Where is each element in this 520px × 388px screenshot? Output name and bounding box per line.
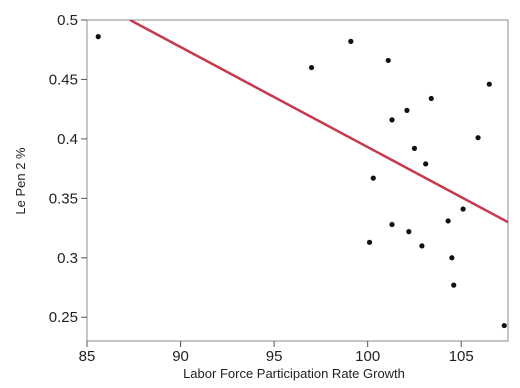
y-tick-label: 0.25 [49,309,78,326]
data-point [389,221,395,228]
data-point [411,145,418,151]
x-axis-label: Labor Force Participation Rate Growth [183,366,405,381]
data-point [385,57,391,64]
x-tick-label: 90 [172,348,189,365]
data-point [445,218,451,224]
plot-frame [86,19,509,342]
data-point [95,34,101,40]
x-tick-label: 95 [266,348,283,365]
y-tick-label: 0.5 [57,12,78,29]
data-point [404,107,410,113]
data-point [366,239,373,245]
data-point [308,64,315,71]
y-tick-label: 0.35 [49,190,78,207]
x-tick-label: 85 [79,348,96,365]
data-point [406,229,412,235]
x-tick-label: 100 [355,348,380,365]
data-point [501,322,507,329]
data-point [428,95,434,102]
y-tick-label: 0.45 [49,71,78,88]
data-point [389,117,395,123]
y-axis-label: Le Pen 2 % [13,147,28,215]
data-point [423,161,429,167]
fit-line [129,20,508,224]
data-point [419,243,425,249]
data-point [451,282,457,288]
data-point [449,255,455,261]
y-tick-label: 0.4 [57,131,78,148]
data-point [486,81,492,87]
data-point [475,135,481,141]
y-tick-label: 0.3 [57,250,78,267]
data-point [460,206,466,212]
data-point [370,175,376,181]
x-tick-label: 105 [449,348,474,365]
data-point [348,38,354,45]
